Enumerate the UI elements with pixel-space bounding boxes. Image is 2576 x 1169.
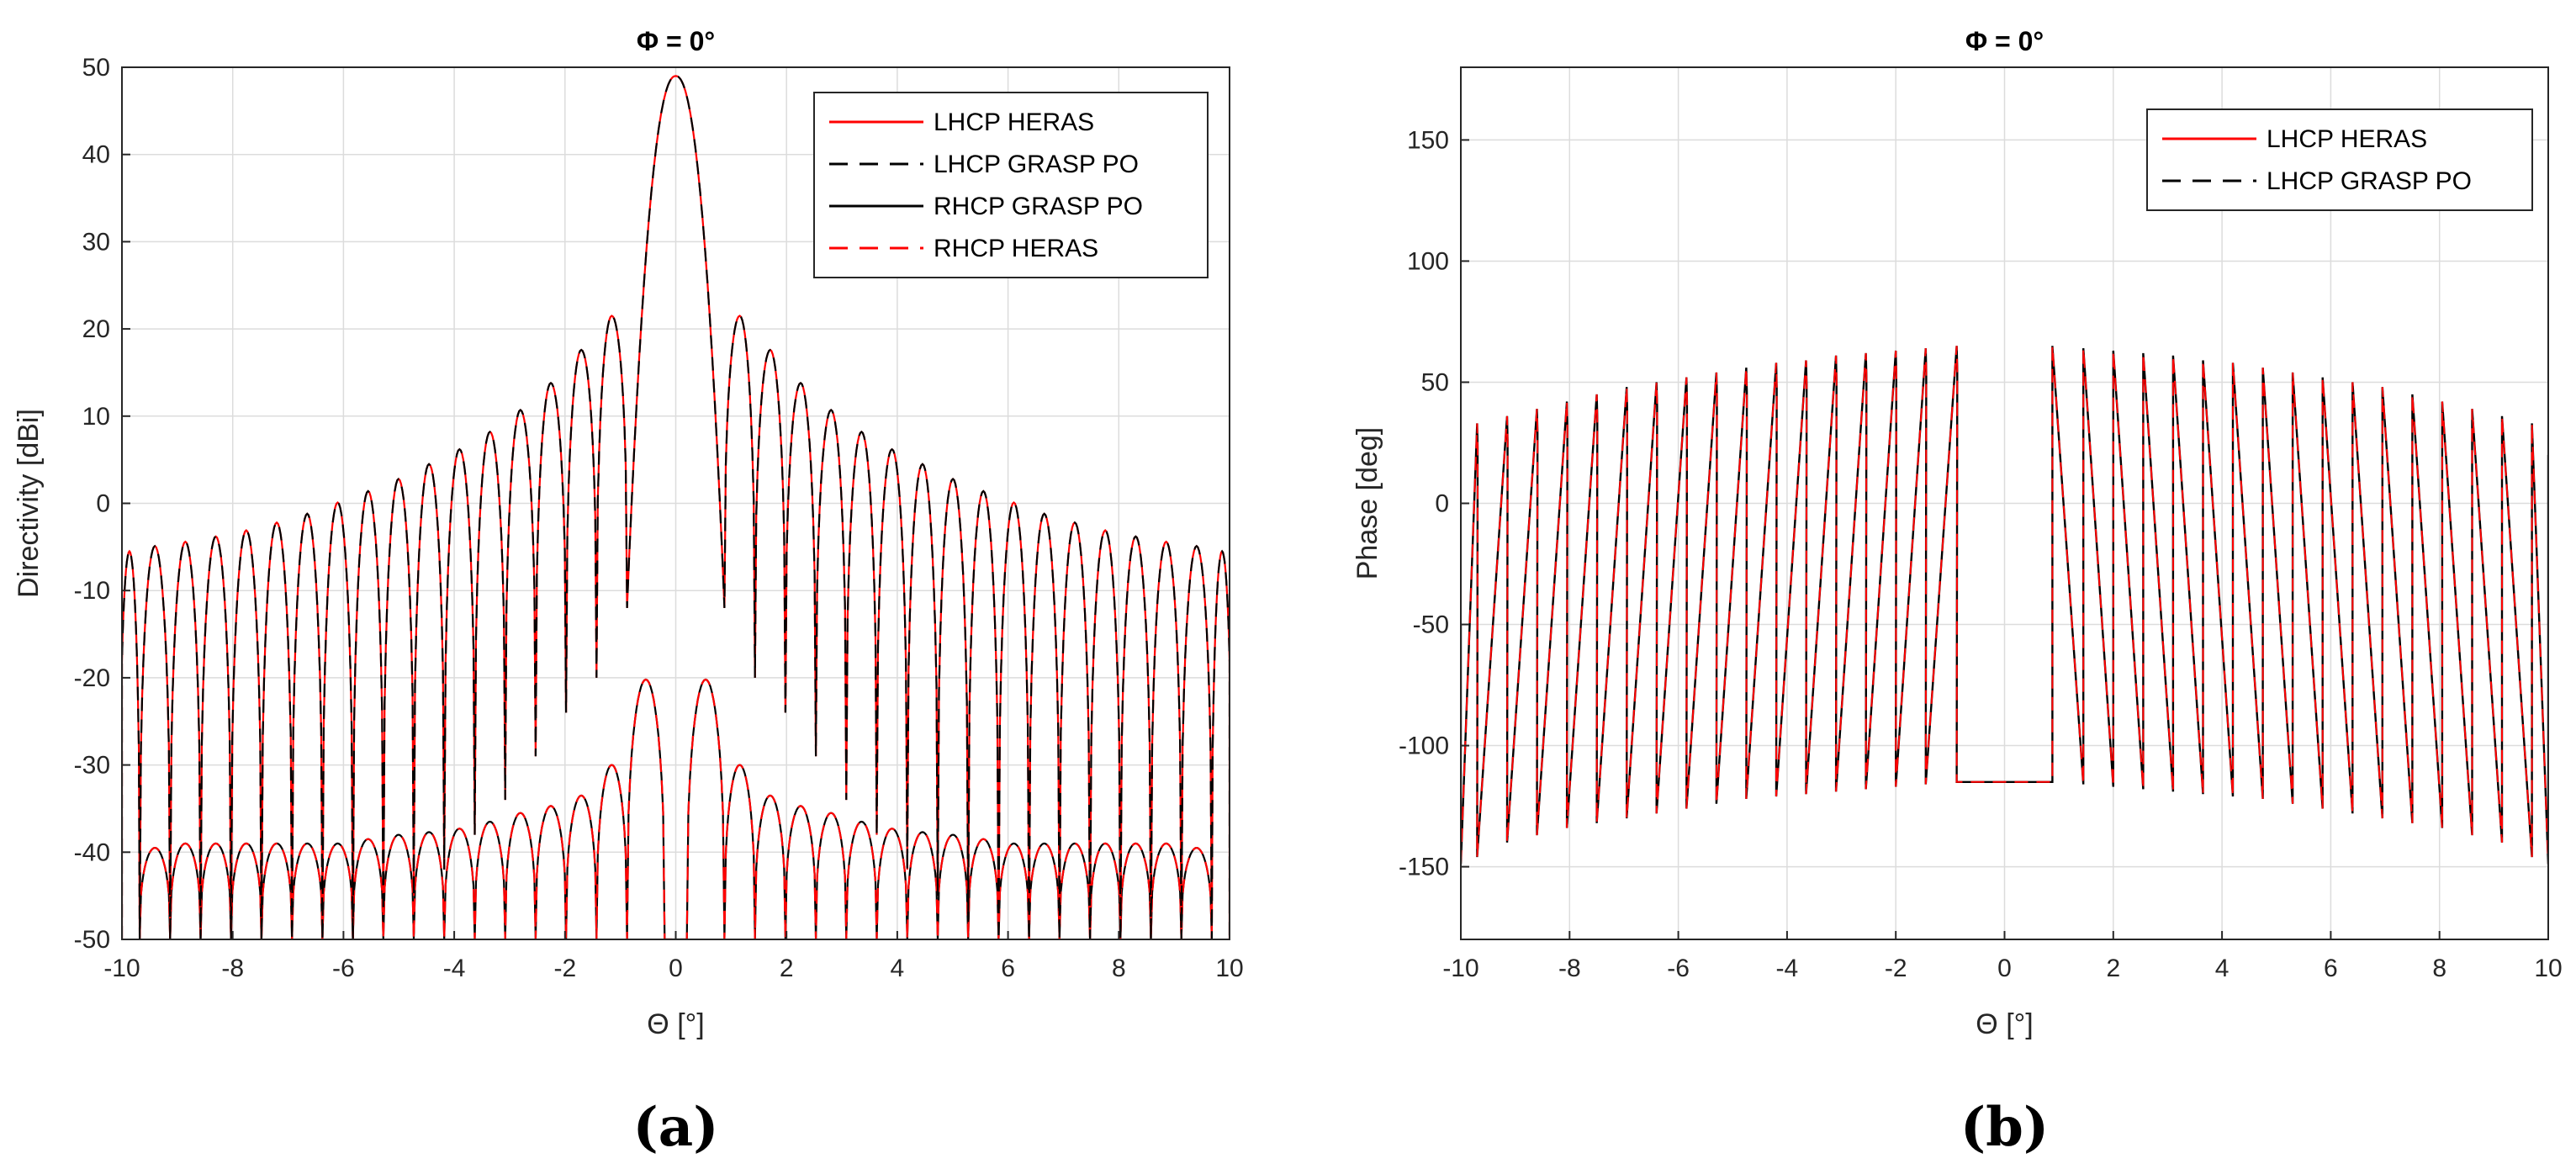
legend-entry: LHCP GRASP PO: [934, 151, 1139, 178]
x-axis-label: Θ [°]: [1976, 1008, 2033, 1040]
panel-label-a: (a): [632, 1096, 718, 1159]
y-axis-label: Phase [deg]: [1351, 427, 1383, 579]
legend-entry: LHCP GRASP PO: [2267, 167, 2472, 195]
legend-entry: RHCP GRASP PO: [934, 193, 1143, 220]
x-tick-label: 8: [1112, 955, 1126, 982]
y-tick-label: -50: [1413, 611, 1449, 639]
y-tick-label: -100: [1399, 733, 1449, 760]
x-tick-label: 10: [2534, 955, 2562, 982]
x-axis-label: Θ [°]: [647, 1008, 704, 1040]
y-tick-label: -40: [74, 838, 110, 866]
x-tick-label: -6: [1667, 955, 1690, 982]
y-tick-label: 30: [82, 228, 110, 256]
legend-entry: LHCP HERAS: [934, 108, 1094, 136]
legend: LHCP HERAS LHCP GRASP PO: [2146, 108, 2533, 211]
x-tick-label: 2: [2106, 955, 2120, 982]
y-tick-label: 50: [1421, 368, 1449, 396]
legend-entry: RHCP HERAS: [934, 235, 1098, 262]
x-tick-label: 4: [2215, 955, 2230, 982]
phase-plot: -10 -8 -6 -4 -2 0 2 4 6 8 10 -150 -100 -50 0 50 100 150 Φ…: [1351, 26, 2563, 1040]
y-tick-label: 50: [82, 54, 110, 82]
x-tick-label: 6: [2324, 955, 2338, 982]
y-tick-label: -50: [74, 926, 110, 954]
series-lhcp-grasp-po: [122, 75, 1230, 939]
y-tick-label: -10: [74, 577, 110, 605]
x-tick-label: 2: [780, 955, 794, 982]
legend-entry: LHCP HERAS: [2267, 125, 2427, 153]
axis-ticks: -10 -8 -6 -4 -2 0 2 4 6 8 10-50-40-30-20-100102030…: [74, 54, 1244, 982]
x-tick-label: -6: [332, 955, 355, 982]
y-axis-label: Directivity [dBi]: [13, 409, 45, 598]
directivity-plot: -10 -8 -6 -4 -2 0 2 4 6 8 10-50-40-30-20-100102030…: [13, 26, 1244, 1040]
panel-label-b: (b): [1960, 1096, 2049, 1159]
x-tick-label: 0: [669, 955, 683, 982]
y-tick-label: 100: [1407, 247, 1449, 275]
y-tick-label: 40: [82, 141, 110, 169]
x-tick-label: 6: [1001, 955, 1015, 982]
x-tick-label: 8: [2432, 955, 2446, 982]
y-tick-label: 10: [82, 403, 110, 431]
x-tick-label: -10: [103, 955, 140, 982]
y-tick-label: 150: [1407, 126, 1449, 154]
y-tick-label: -30: [74, 752, 110, 780]
series-rhcp-heras: [139, 678, 1213, 939]
legend: LHCP HERAS LHCP GRASP PO RHCP GRASP PO RHCP…: [813, 92, 1209, 278]
x-tick-label: 0: [1997, 955, 2012, 982]
y-tick-label: -150: [1399, 854, 1449, 881]
x-tick-label: -8: [221, 955, 244, 982]
x-tick-label: -4: [1776, 955, 1799, 982]
x-tick-label: 4: [891, 955, 905, 982]
chart-title: Φ = 0°: [637, 26, 715, 56]
x-tick-label: -10: [1442, 955, 1478, 982]
data-lines: [1461, 346, 2548, 865]
x-tick-label: -4: [443, 955, 466, 982]
chart-title: Φ = 0°: [1965, 26, 2044, 56]
legend-box: [2146, 108, 2533, 211]
y-tick-label: 20: [82, 315, 110, 343]
legend-box: [813, 92, 1209, 278]
axis-ticks: -10 -8 -6 -4 -2 0 2 4 6 8 10 -150 -100 -50 0 50 100 150: [1399, 126, 2563, 982]
x-tick-label: -8: [1558, 955, 1581, 982]
data-lines: [122, 75, 1230, 939]
x-tick-label: 10: [1215, 955, 1243, 982]
y-tick-label: 0: [1435, 490, 1449, 518]
series-lhcp-heras: [1461, 346, 2548, 865]
y-tick-label: 0: [96, 490, 110, 518]
x-tick-label: -2: [553, 955, 576, 982]
y-tick-label: -20: [74, 664, 110, 692]
x-tick-label: -2: [1885, 955, 1907, 982]
